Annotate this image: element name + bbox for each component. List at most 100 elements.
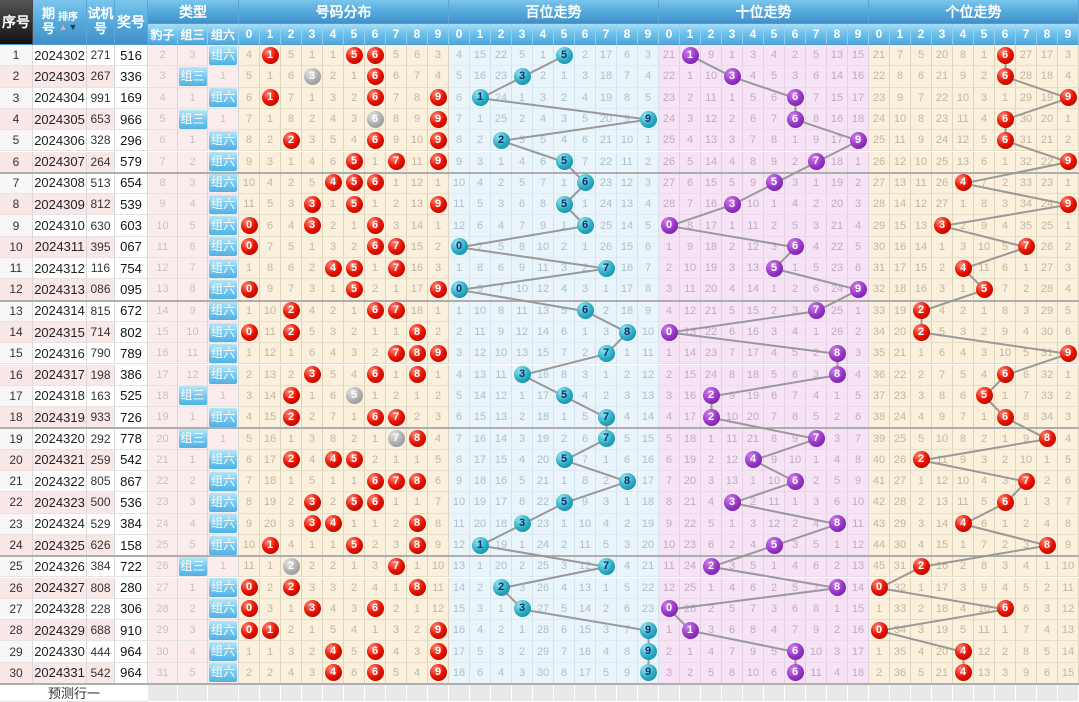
- type-hit-label: 组六: [209, 578, 237, 598]
- hundreds-miss-cell: 2: [638, 151, 659, 173]
- drawn-digit-ball: 4: [744, 451, 762, 469]
- distribution-miss-cell: 3: [302, 279, 323, 301]
- tens-miss-cell: 20: [680, 471, 701, 493]
- type-baozi-cell: 27: [148, 577, 178, 599]
- type-zuliu-cell: 组六: [208, 321, 239, 344]
- tens-miss-cell: 9: [764, 151, 785, 173]
- tens-miss-cell: 23: [680, 534, 701, 557]
- tens-miss-cell: 5: [743, 87, 764, 109]
- units-miss-cell: 32: [869, 279, 890, 301]
- distribution-miss-cell: 3: [302, 66, 323, 88]
- distribution-miss-cell: 9: [428, 343, 449, 365]
- type-zuliu-cell: 组六: [208, 258, 239, 280]
- distribution-miss-cell: 1: [386, 364, 407, 386]
- units-miss-cell: 0: [869, 577, 890, 599]
- distribution-miss-cell: 6: [365, 471, 386, 493]
- drawn-digit-ball: 6: [366, 472, 384, 490]
- units-miss-cell: 3: [974, 343, 995, 365]
- tens-miss-cell: 1: [680, 620, 701, 642]
- distribution-miss-cell: 6: [323, 151, 344, 173]
- hundreds-miss-cell: 5: [638, 215, 659, 237]
- drawn-digit-ball: 9: [849, 280, 867, 298]
- prize-number-cell: 536: [115, 492, 148, 514]
- hundreds-miss-cell: 3: [617, 385, 638, 408]
- tens-miss-cell: 5: [806, 258, 827, 280]
- hundreds-miss-cell: 18: [491, 513, 512, 535]
- units-miss-cell: 1: [1058, 215, 1079, 237]
- hundreds-miss-cell: 18: [533, 407, 554, 429]
- type-baozi-cell: 7: [148, 151, 178, 173]
- tens-miss-cell: 5: [764, 258, 785, 280]
- period-cell: 2024303: [33, 66, 87, 88]
- units-miss-cell: 13: [1058, 620, 1079, 642]
- units-miss-cell: 2: [995, 449, 1016, 471]
- hundreds-miss-cell: 7: [575, 151, 596, 173]
- units-miss-cell: 6: [1037, 662, 1058, 684]
- hundreds-miss-cell: 8: [638, 279, 659, 301]
- tens-miss-cell: 1: [659, 343, 680, 365]
- period-cell: 2024309: [33, 194, 87, 216]
- units-miss-cell: 23: [869, 87, 890, 109]
- tens-miss-cell: 16: [743, 321, 764, 344]
- distribution-miss-cell: 6: [365, 130, 386, 152]
- units-miss-cell: 3: [953, 236, 974, 258]
- drawn-digit-ball: 6: [366, 302, 384, 320]
- tens-miss-cell: 3: [806, 215, 827, 237]
- distribution-miss-cell: 2: [260, 662, 281, 684]
- hundreds-miss-cell: 17: [449, 641, 470, 663]
- hundreds-miss-cell: 1: [512, 534, 533, 557]
- tens-miss-cell: 1: [701, 577, 722, 599]
- type-zusan-cell: 4: [178, 513, 208, 535]
- hundreds-miss-cell: 8: [617, 87, 638, 109]
- distribution-miss-cell: 1: [344, 471, 365, 493]
- tens-miss-cell: 10: [659, 534, 680, 557]
- drawn-digit-ball: 7: [597, 430, 615, 448]
- test-number-cell: 328: [87, 130, 115, 152]
- header-prize-number: 奖号: [115, 0, 148, 45]
- seq-cell: 15: [0, 343, 33, 365]
- drawn-digit-ball: 6: [996, 67, 1014, 85]
- distribution-miss-cell: 6: [323, 385, 344, 408]
- hundreds-miss-cell: 3: [638, 45, 659, 67]
- tens-miss-cell: 9: [701, 45, 722, 67]
- units-miss-cell: 30: [869, 236, 890, 258]
- hundreds-miss-cell: 28: [533, 620, 554, 642]
- tens-miss-cell: 5: [743, 556, 764, 578]
- units-miss-cell: 4: [911, 641, 932, 663]
- hundreds-miss-cell: 3: [470, 598, 491, 621]
- sort-asc-arrow[interactable]: ▲: [58, 21, 68, 32]
- hundreds-miss-cell: 3: [617, 534, 638, 557]
- prize-number-cell: 654: [115, 172, 148, 195]
- units-miss-cell: 6: [995, 407, 1016, 429]
- hundreds-miss-cell: 9: [638, 300, 659, 322]
- tens-miss-cell: 3: [848, 194, 869, 216]
- distribution-miss-cell: 1: [344, 407, 365, 429]
- prediction-empty-cell: [1037, 684, 1058, 702]
- distribution-miss-cell: 2: [386, 513, 407, 535]
- drawn-digit-ball: 9: [1059, 89, 1077, 107]
- hundreds-miss-cell: 2: [512, 641, 533, 663]
- tens-miss-cell: 4: [848, 364, 869, 386]
- units-miss-cell: 27: [890, 471, 911, 493]
- tens-miss-cell: 16: [848, 620, 869, 642]
- drawn-digit-ball: 7: [1017, 238, 1035, 256]
- distribution-miss-cell: 1: [407, 449, 428, 471]
- units-miss-cell: 11: [911, 172, 932, 195]
- units-miss-cell: 3: [1058, 258, 1079, 280]
- type-hit-label: 组六: [209, 301, 237, 321]
- units-miss-cell: 3: [1016, 300, 1037, 322]
- type-zuliu-cell: 组六: [208, 513, 239, 535]
- tens-miss-cell: 6: [848, 258, 869, 280]
- type-hit-label: 组六: [209, 216, 237, 236]
- drawn-digit-ball: 6: [366, 238, 384, 256]
- distribution-miss-cell: 7: [323, 407, 344, 429]
- tens-miss-cell: 3: [827, 641, 848, 663]
- hundreds-miss-cell: 27: [533, 598, 554, 621]
- sort-desc-arrow[interactable]: ▼: [68, 21, 78, 32]
- digit-header-hundreds-7: 7: [596, 24, 617, 45]
- distribution-miss-cell: 9: [239, 513, 260, 535]
- tens-miss-cell: 11: [722, 428, 743, 450]
- hundreds-miss-cell: 3: [512, 577, 533, 599]
- units-miss-cell: 6: [1058, 321, 1079, 344]
- hundreds-miss-cell: 4: [512, 449, 533, 471]
